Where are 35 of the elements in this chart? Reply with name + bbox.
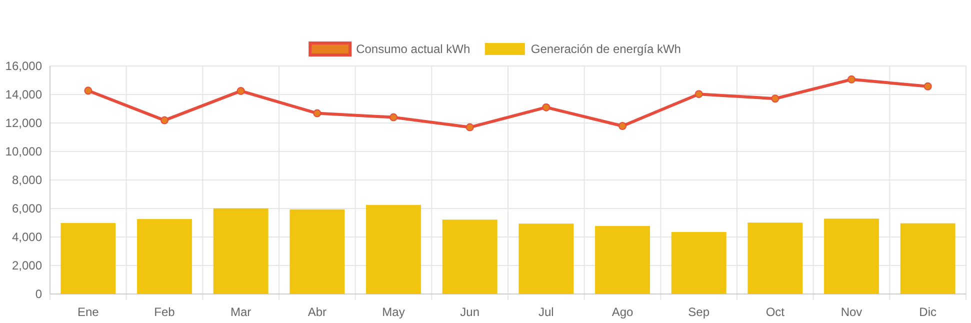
x-tick-label: Oct — [766, 305, 786, 319]
x-tick-label: Mar — [230, 305, 252, 319]
x-tick-label: Ene — [77, 305, 100, 319]
y-tick-label: 12,000 — [5, 116, 42, 130]
point — [313, 109, 322, 118]
x-tick-label: Abr — [308, 305, 327, 319]
legend-label: Generación de energía kWh — [530, 42, 681, 56]
x-tick-label: Feb — [154, 305, 176, 319]
y-tick-label: 0 — [35, 287, 42, 302]
legend-label: Consumo actual kWh — [356, 42, 470, 56]
x-tick-label: Nov — [840, 305, 862, 319]
point — [466, 123, 474, 132]
y-tick-label: 2,000 — [12, 258, 42, 273]
y-tick-label: 4,000 — [12, 230, 42, 244]
point — [542, 103, 550, 112]
x-tick-label: Ago — [612, 305, 634, 319]
y-tick-label: 8,000 — [12, 173, 42, 188]
y-tick-label: 6,000 — [12, 202, 42, 216]
y-tick-label: 16,000 — [5, 59, 42, 74]
point — [771, 94, 780, 103]
x-tick-label: May — [382, 305, 405, 319]
point — [618, 122, 626, 130]
point — [390, 113, 398, 122]
y-tick-label: 10,000 — [5, 144, 42, 159]
y-tick-label: 14,000 — [5, 88, 42, 102]
x-tick-label: Jul — [538, 305, 554, 319]
point — [160, 116, 168, 124]
x-tick-label: Jun — [460, 305, 480, 319]
point — [236, 86, 245, 95]
x-tick-label: Dic — [919, 305, 937, 319]
x-tick-label: Sep — [688, 305, 710, 319]
point — [924, 82, 932, 90]
point — [84, 86, 92, 95]
point — [694, 90, 703, 98]
point — [848, 75, 856, 84]
